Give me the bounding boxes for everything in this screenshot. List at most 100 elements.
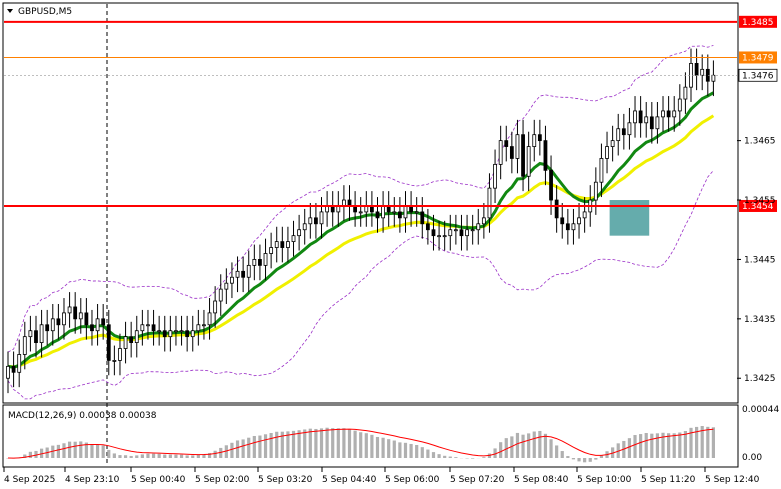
macd-bar <box>263 434 268 458</box>
macd-bar <box>235 440 240 458</box>
macd-bar <box>353 430 357 458</box>
macd-bar <box>437 454 441 458</box>
candle-body <box>481 217 486 225</box>
macd-bar <box>566 456 570 458</box>
macd-bar <box>101 445 105 458</box>
candle-body <box>179 330 184 333</box>
candle-body <box>437 235 441 238</box>
macd-bar <box>375 436 380 458</box>
candle-body <box>504 140 509 147</box>
macd-bar <box>588 458 592 462</box>
macd-bar <box>118 455 122 458</box>
macd-bar <box>303 429 307 458</box>
candle-body <box>476 223 481 231</box>
macd-bar <box>56 444 60 458</box>
candle-body <box>39 324 44 343</box>
level-price-tag <box>739 199 777 212</box>
candle-body <box>151 324 156 332</box>
macd-bar <box>627 438 632 458</box>
candle-body <box>101 318 106 326</box>
candle-body <box>207 312 212 326</box>
candle-body <box>442 235 447 238</box>
candle-body <box>526 146 531 177</box>
candle-body <box>190 330 195 338</box>
macd-bar <box>650 433 654 458</box>
candle-body <box>605 146 609 159</box>
macd-bar <box>308 428 312 458</box>
x-tick-label: 5 Sep 07:20 <box>450 475 505 485</box>
macd-bar <box>700 426 704 458</box>
candle-body <box>515 134 520 159</box>
macd-bar <box>123 455 128 458</box>
candle-body <box>521 134 525 177</box>
candle-body <box>649 116 654 130</box>
macd-bar <box>252 435 256 458</box>
macd-bar <box>667 433 671 458</box>
y-tick-label: 1.3465 <box>744 137 776 147</box>
level-price-tag <box>739 51 777 64</box>
current-price-label: 1.3476 <box>742 71 774 81</box>
candle-body <box>291 235 296 243</box>
macd-bar <box>381 437 385 458</box>
macd-bar <box>644 433 648 458</box>
candle-body <box>549 169 553 201</box>
macd-bar <box>336 428 340 458</box>
macd-bar <box>213 450 217 458</box>
macd-bar <box>230 442 234 458</box>
candle-body <box>241 270 246 278</box>
macd-bar <box>583 458 587 463</box>
candle-body <box>129 336 134 343</box>
x-tick-label: 5 Sep 10:00 <box>577 475 632 485</box>
macd-bar <box>269 433 273 458</box>
candle-body <box>174 330 178 333</box>
macd-bar <box>521 434 525 458</box>
macd-bar <box>319 428 324 458</box>
macd-signal-line <box>7 428 714 459</box>
chart-title-group: GBPUSD,M5 <box>7 7 72 17</box>
macd-bar <box>314 428 318 458</box>
candle-body <box>633 110 637 124</box>
candle-body <box>431 229 436 237</box>
macd-bar <box>135 455 139 458</box>
macd-bar <box>639 434 643 458</box>
macd-bar <box>146 453 150 458</box>
candle-body <box>621 128 626 136</box>
macd-y-tick-label: 0.00 <box>742 453 762 463</box>
macd-bar <box>426 449 430 458</box>
macd-bar <box>219 447 223 458</box>
macd-bar <box>191 455 195 458</box>
candle-body <box>73 306 78 320</box>
current-price-tag <box>738 68 778 82</box>
candle-body <box>711 74 716 82</box>
x-tick-label: 5 Sep 00:40 <box>131 475 186 485</box>
candle-body <box>118 348 122 361</box>
macd-bar <box>207 452 212 458</box>
macd-bar <box>325 427 329 458</box>
macd-bar <box>364 433 368 458</box>
candle-body <box>274 241 279 248</box>
candle-body <box>218 288 223 302</box>
macd-bar <box>672 433 676 458</box>
macd-bar <box>174 454 178 458</box>
candle-body <box>537 134 542 142</box>
candle-body <box>571 223 576 231</box>
candle-body <box>6 365 10 379</box>
macd-bar <box>196 454 200 458</box>
macd-bar <box>532 431 536 458</box>
macd-bar <box>241 439 245 458</box>
y-tick-label: 1.3435 <box>744 315 776 325</box>
candle-body <box>565 223 570 231</box>
candle-body <box>683 86 688 100</box>
macd-bar <box>387 439 391 458</box>
macd-bar <box>431 452 436 458</box>
macd-bar <box>471 458 475 459</box>
macd-bar <box>140 454 144 458</box>
candle-body <box>420 211 425 225</box>
x-tick-label: 5 Sep 06:00 <box>385 475 440 485</box>
candle-body <box>202 324 206 327</box>
candle-body <box>459 229 464 237</box>
macd-bar <box>163 454 167 458</box>
envelope-upper-line <box>7 45 714 353</box>
macd-bar <box>67 441 72 458</box>
candle-body <box>22 336 27 355</box>
